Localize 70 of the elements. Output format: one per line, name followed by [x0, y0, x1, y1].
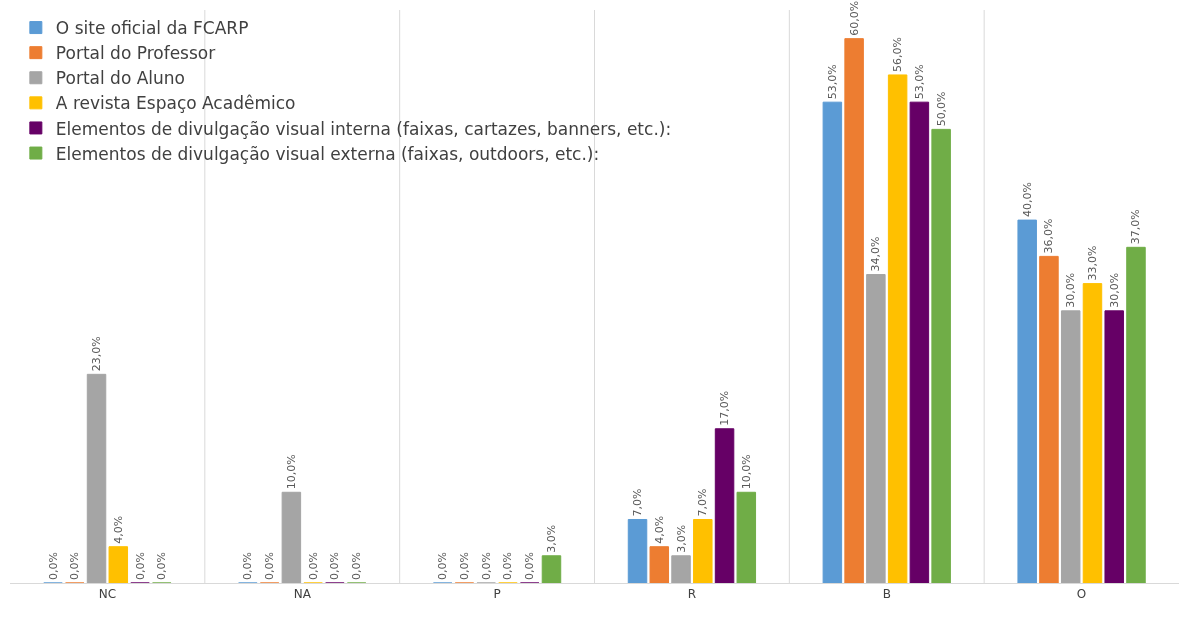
- x-tick-label: B: [882, 587, 891, 602]
- legend-label: Portal do Professor: [55, 43, 216, 64]
- bar: [627, 518, 648, 583]
- data-label: 3,0%: [544, 524, 558, 553]
- data-label: 7,0%: [696, 488, 710, 517]
- x-tick-label: NA: [293, 587, 312, 602]
- bar: [1060, 310, 1081, 583]
- bar: [866, 274, 886, 583]
- bar: [649, 546, 670, 583]
- data-label: 0,0%: [46, 552, 60, 580]
- legend-label: Portal do Aluno: [55, 68, 185, 89]
- data-label: 34,0%: [869, 236, 883, 272]
- data-label: 37,0%: [1129, 209, 1143, 245]
- data-label: 0,0%: [479, 552, 493, 580]
- data-label: 40,0%: [1020, 182, 1034, 218]
- data-label: 10,0%: [739, 454, 753, 490]
- bar: [1082, 283, 1103, 583]
- bar: [671, 555, 691, 583]
- x-tick-label: P: [493, 587, 501, 602]
- data-label: 53,0%: [912, 64, 926, 100]
- data-label: 30,0%: [1064, 272, 1078, 308]
- bar: [1039, 255, 1059, 583]
- legend-label: Elementos de divulgação visual interna (faixas, cartazes, banners, etc.):: [55, 118, 672, 139]
- x-tick-label: NC: [98, 587, 117, 602]
- data-label: 7,0%: [631, 488, 645, 517]
- bar: [86, 373, 107, 583]
- data-label: 60,0%: [847, 0, 861, 36]
- data-label: 23,0%: [90, 336, 104, 372]
- bar: [736, 491, 757, 583]
- data-label: 0,0%: [306, 552, 320, 580]
- bar: [1104, 310, 1124, 583]
- x-tick-label: R: [687, 587, 697, 602]
- data-label: 4,0%: [111, 515, 125, 544]
- data-label: 0,0%: [133, 552, 147, 580]
- data-label: 10,0%: [284, 454, 298, 490]
- data-label: 17,0%: [718, 390, 732, 426]
- bar: [931, 128, 951, 583]
- bar: [822, 101, 843, 583]
- bar: [541, 555, 562, 583]
- x-tick-label: O: [1076, 587, 1087, 602]
- data-label: 0,0%: [457, 552, 471, 580]
- data-label: 50,0%: [934, 91, 948, 127]
- legend-label: O site oficial da FCARP: [55, 18, 249, 39]
- data-label: 33,0%: [1085, 245, 1099, 281]
- data-label: 0,0%: [263, 552, 277, 580]
- legend-label: Elementos de divulgação visual externa (faixas, outdoors, etc.):: [55, 143, 600, 164]
- data-label: 4,0%: [652, 515, 666, 544]
- bar: [887, 74, 908, 583]
- data-label: 0,0%: [68, 552, 82, 580]
- bar: [909, 101, 930, 583]
- bar: [693, 518, 713, 583]
- data-label: 0,0%: [241, 552, 255, 580]
- data-label: 30,0%: [1107, 272, 1121, 308]
- bar: [1126, 246, 1146, 583]
- bar: [1017, 219, 1037, 583]
- data-label: 0,0%: [155, 552, 169, 580]
- data-label: 36,0%: [1042, 218, 1056, 254]
- data-label: 3,0%: [674, 524, 688, 553]
- data-label: 56,0%: [891, 36, 905, 72]
- data-label: 0,0%: [350, 552, 364, 580]
- data-label: 53,0%: [825, 64, 839, 100]
- legend-label: A revista Espaço Acadêmico: [55, 93, 296, 114]
- bar: [108, 546, 129, 583]
- data-label: 0,0%: [436, 552, 450, 580]
- data-label: 0,0%: [523, 552, 537, 580]
- bar: [844, 38, 864, 583]
- bar: [281, 491, 302, 583]
- data-label: 0,0%: [328, 552, 342, 580]
- data-label: 0,0%: [501, 552, 515, 580]
- bar: [714, 428, 735, 583]
